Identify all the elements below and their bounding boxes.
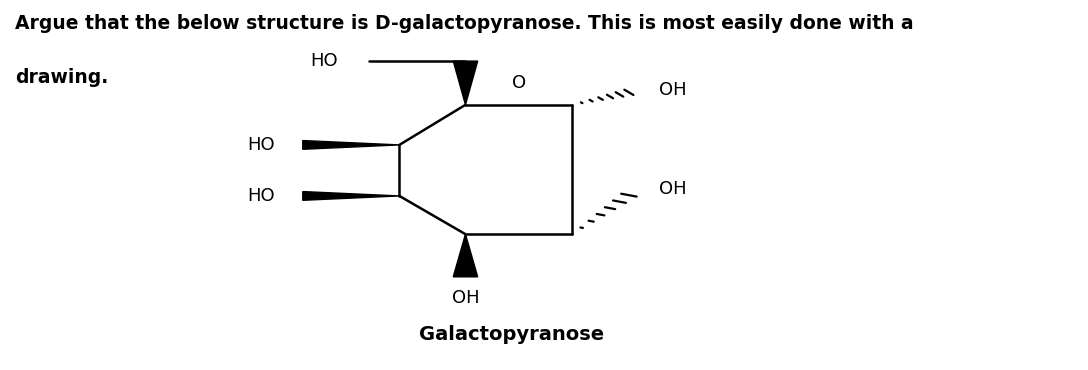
Polygon shape [454, 234, 478, 277]
Polygon shape [302, 192, 399, 200]
Text: drawing.: drawing. [15, 68, 108, 87]
Text: OH: OH [452, 289, 480, 307]
Text: O: O [512, 74, 527, 92]
Text: OH: OH [658, 81, 687, 99]
Text: OH: OH [658, 180, 687, 198]
Text: Argue that the below structure is D-galactopyranose. This is most easily done wi: Argue that the below structure is D-gala… [15, 14, 914, 33]
Polygon shape [302, 141, 399, 149]
Text: HO: HO [311, 52, 338, 70]
Text: HO: HO [248, 136, 275, 154]
Text: HO: HO [248, 187, 275, 205]
Polygon shape [454, 61, 478, 105]
Text: Galactopyranose: Galactopyranose [419, 324, 604, 343]
